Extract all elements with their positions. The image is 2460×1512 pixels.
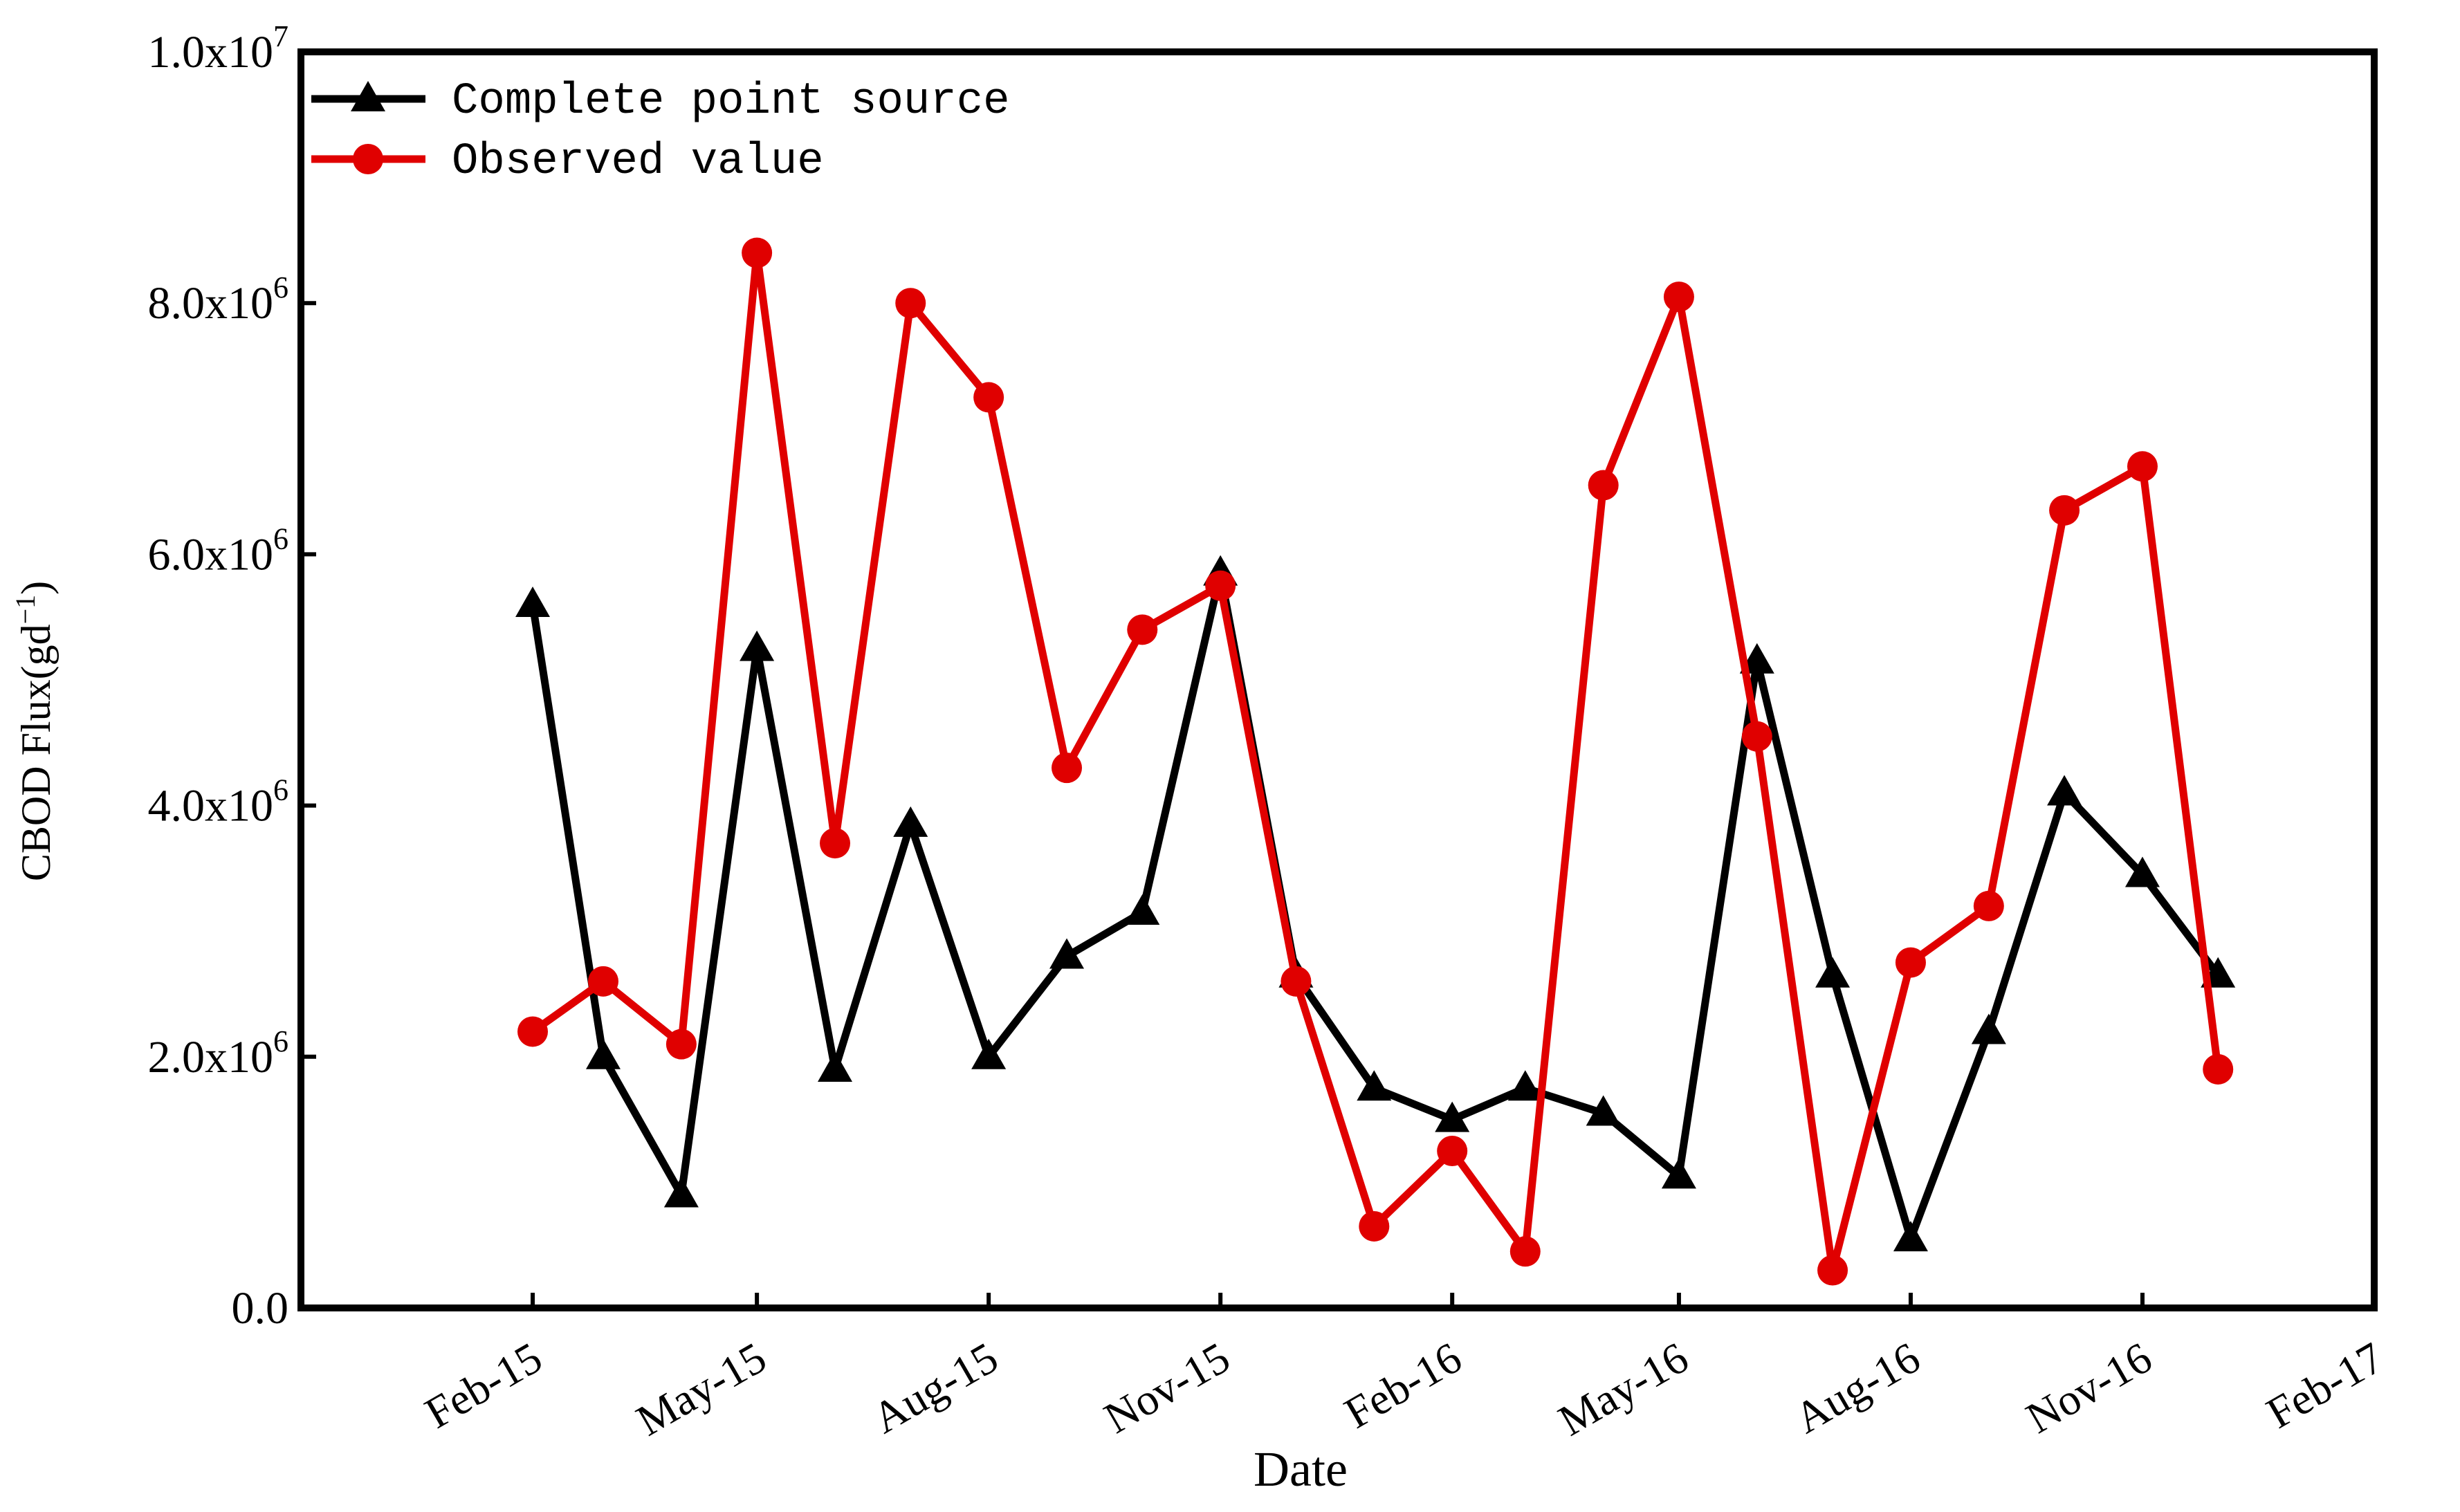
y-tick-label-mantissa: 6.0x10 xyxy=(148,529,274,580)
circle-marker xyxy=(2203,1053,2234,1085)
triangle-marker xyxy=(1971,1013,2006,1044)
x-tick-label: May-16 xyxy=(1550,1333,1696,1446)
triangle-marker xyxy=(515,587,551,618)
triangle-marker xyxy=(893,806,928,837)
x-tick-label: Feb-17 xyxy=(2258,1333,2392,1438)
triangle-marker xyxy=(2047,775,2082,806)
x-tick-label: May-15 xyxy=(628,1333,774,1446)
triangle-marker xyxy=(1507,1070,1543,1101)
triangle-marker xyxy=(1815,957,1851,988)
triangle-marker xyxy=(818,1051,853,1082)
circle-marker xyxy=(666,1029,697,1060)
y-axis-title-main: CBOD Flux xyxy=(13,679,59,881)
circle-marker xyxy=(895,288,926,319)
triangle-marker xyxy=(1357,1070,1392,1101)
legend: Complete point source Observed value xyxy=(311,77,1010,187)
triangle-marker xyxy=(1435,1101,1470,1132)
circle-marker xyxy=(1359,1210,1390,1242)
x-tick-label: Nov-15 xyxy=(1096,1333,1238,1443)
y-tick-label-mantissa: 1.0x10 xyxy=(148,27,274,77)
y-axis-title-unit: gd xyxy=(13,624,59,665)
y-tick-label-exponent: 7 xyxy=(273,19,288,53)
series-line xyxy=(529,249,2222,1275)
circle-marker xyxy=(1052,753,1083,784)
circle-marker xyxy=(353,144,383,174)
circle-marker xyxy=(2049,495,2080,526)
circle-marker xyxy=(1817,1255,1848,1286)
triangle-marker xyxy=(351,81,385,111)
triangle-marker xyxy=(663,1177,699,1208)
y-tick-label-exponent: 6 xyxy=(273,1024,288,1058)
y-tick-label-exponent: 6 xyxy=(273,270,288,304)
x-tick-label: Nov-16 xyxy=(2018,1333,2160,1443)
y-axis-title: CBOD Flux(gd−1) xyxy=(10,581,59,881)
x-tick-label: Feb-15 xyxy=(417,1333,551,1438)
triangle-marker xyxy=(585,1038,621,1069)
triangle-marker xyxy=(1661,1158,1696,1189)
circle-marker xyxy=(1205,570,1236,601)
circle-marker xyxy=(1588,470,1619,501)
y-tick-label: 2.0x106 xyxy=(148,1024,289,1082)
triangle-marker xyxy=(1125,894,1160,925)
circle-marker xyxy=(1895,947,1926,978)
y-tick-label: 0.0 xyxy=(232,1283,289,1334)
circle-marker xyxy=(1973,890,2004,921)
y-tick-label-exponent: 6 xyxy=(273,522,288,555)
y-tick-label-mantissa: 0.0 xyxy=(232,1283,289,1334)
circle-marker xyxy=(517,1016,549,1047)
triangle-marker xyxy=(740,630,775,661)
triangle-marker xyxy=(971,1038,1007,1069)
circle-marker xyxy=(973,382,1004,413)
y-tick-label-mantissa: 8.0x10 xyxy=(148,278,274,329)
triangle-marker xyxy=(2124,856,2160,887)
legend-item: Observed value xyxy=(311,137,824,187)
legend-item: Complete point source xyxy=(311,77,1010,127)
legend-label: Observed value xyxy=(452,137,824,187)
circle-marker xyxy=(1127,614,1158,645)
x-axis-title: Date xyxy=(1254,1441,1348,1497)
y-tick-label: 8.0x106 xyxy=(148,270,289,329)
circle-marker xyxy=(820,828,851,859)
circle-marker xyxy=(1437,1136,1468,1166)
y-tick-label-mantissa: 4.0x10 xyxy=(148,781,274,831)
circle-marker xyxy=(1663,282,1694,313)
x-tick-label: Aug-15 xyxy=(864,1333,1006,1443)
circle-marker xyxy=(2127,451,2158,482)
series-line xyxy=(529,569,2222,1243)
circle-marker xyxy=(742,237,773,268)
series-layer xyxy=(515,237,2236,1286)
y-axis-title-unit-exp: −1 xyxy=(10,595,41,625)
triangle-marker xyxy=(1893,1221,1928,1252)
y-tick-label-mantissa: 2.0x10 xyxy=(148,1032,274,1082)
x-tick-label: Feb-16 xyxy=(1337,1333,1470,1438)
circle-marker xyxy=(587,966,618,997)
plot-frame xyxy=(297,48,2378,1311)
y-tick-label: 4.0x106 xyxy=(148,773,289,831)
y-tick-label: 1.0x107 xyxy=(148,19,289,77)
triangle-marker xyxy=(1049,938,1085,969)
x-axis: Feb-15 May-15 Aug-15 Nov-15 Feb-16 May-16 Aug-… xyxy=(417,1293,2392,1445)
y-tick-label-exponent: 6 xyxy=(273,773,288,807)
triangle-marker xyxy=(1739,643,1774,674)
y-tick-label: 6.0x106 xyxy=(148,522,289,580)
triangle-marker xyxy=(1586,1095,1621,1126)
circle-marker xyxy=(1741,721,1772,752)
legend-label: Complete point source xyxy=(452,77,1010,127)
svg-text:CBOD Flux(gd−1): CBOD Flux(gd−1) xyxy=(10,581,59,881)
circle-marker xyxy=(1509,1236,1541,1267)
series-2 xyxy=(517,237,2234,1286)
circle-marker xyxy=(1281,966,1312,997)
x-tick-label: Aug-16 xyxy=(1786,1333,1928,1443)
